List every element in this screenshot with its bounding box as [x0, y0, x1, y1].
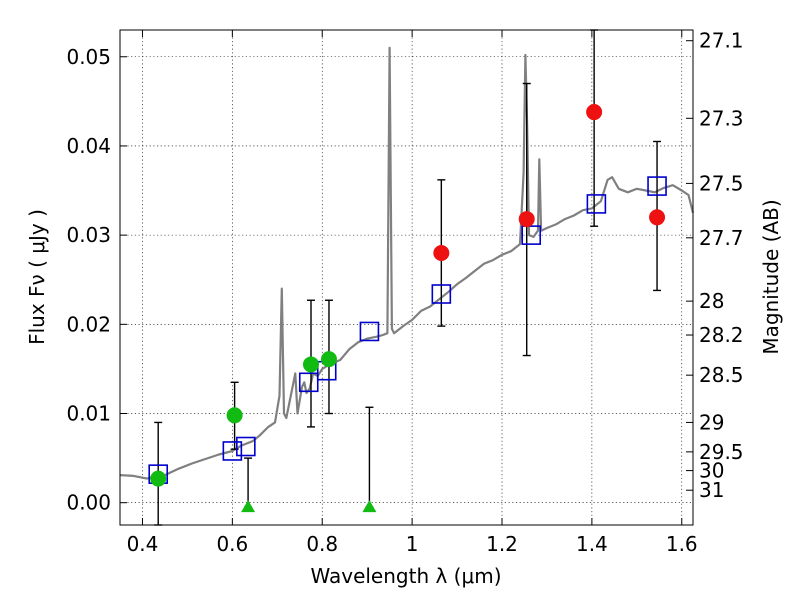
- plot-frame: [119, 29, 694, 526]
- green-detection-point: [150, 470, 167, 487]
- template-square-point: [359, 321, 380, 342]
- red-detection-point: [518, 211, 535, 228]
- x-tick-label: 1.2: [486, 532, 518, 556]
- x-tick-label: 1.6: [666, 532, 698, 556]
- x-axis-label: Wavelength λ (μm): [310, 564, 501, 588]
- right-tick-label: 27.3: [699, 106, 744, 130]
- x-tick-label: 0.6: [216, 532, 248, 556]
- template-square-point: [586, 194, 607, 214]
- right-tick-label: 30: [699, 459, 724, 483]
- x-tick-label: 0.8: [306, 532, 338, 556]
- y-axis-label: Flux Fν ( μJy ): [25, 209, 49, 345]
- y-tick-label: 0.05: [66, 45, 111, 69]
- green-detection-point: [320, 351, 337, 368]
- x-tick-label: 1: [406, 532, 419, 556]
- template-square-point: [647, 176, 667, 196]
- model-spectrum-layer: [119, 46, 695, 480]
- template-square-point: [431, 284, 452, 304]
- detection-points-layer: [150, 104, 666, 513]
- red-detection-point: [586, 104, 603, 121]
- right-tick-label: 28: [699, 289, 724, 313]
- y-tick-label: 0.01: [66, 402, 111, 426]
- template-square-point: [298, 372, 319, 393]
- right-tick-label: 28.2: [699, 323, 744, 347]
- model-spectrum-line: [119, 46, 695, 480]
- upper-limit-triangle: [362, 500, 377, 513]
- upper-limit-triangle: [241, 500, 256, 513]
- green-detection-point: [226, 407, 243, 424]
- y-axis-ticks: 0.00 0.01 0.02 0.03 0.04 0.05: [66, 45, 127, 515]
- x-tick-label: 0.4: [127, 532, 159, 556]
- right-tick-label: 27.1: [699, 29, 744, 53]
- y-tick-label: 0.02: [66, 312, 111, 336]
- right-axis-label: Magnitude (AB): [759, 199, 783, 354]
- green-detection-point: [303, 356, 319, 373]
- y-tick-label: 0.03: [66, 223, 111, 247]
- red-detection-point: [649, 209, 666, 226]
- y-tick-label: 0.04: [66, 134, 111, 158]
- template-square-point: [222, 441, 243, 461]
- red-detection-point: [433, 244, 450, 261]
- plot-background: [120, 30, 693, 525]
- right-tick-label: 27.5: [699, 171, 744, 195]
- right-tick-label: 29.5: [699, 440, 744, 464]
- y-tick-label: 0.00: [66, 491, 111, 515]
- template-square-point: [521, 225, 542, 245]
- x-tick-label: 1.4: [576, 532, 608, 556]
- x-axis-ticks: 0.4 0.6 0.8 1 1.2 1.4 1.6: [127, 30, 698, 556]
- template-square-point: [236, 436, 256, 457]
- right-tick-label: 29: [699, 410, 724, 434]
- right-tick-label: 28.5: [699, 363, 744, 387]
- right-tick-label: 27.7: [699, 226, 744, 250]
- right-tick-label: 31: [699, 478, 724, 502]
